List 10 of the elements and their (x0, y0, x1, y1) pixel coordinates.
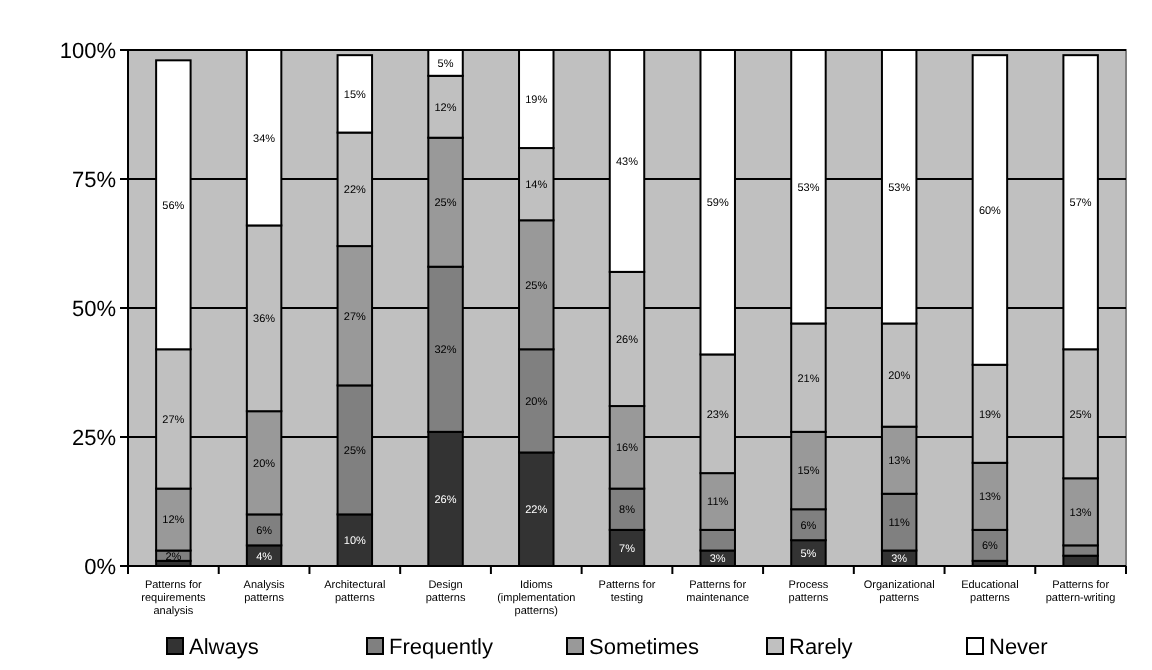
y-tick-label: 100% (59, 39, 117, 64)
y-tick-label: 25% (71, 426, 117, 451)
legend-label: Rarely (789, 635, 854, 660)
y-tick-label: 75% (71, 168, 117, 193)
legend-label: Never (989, 635, 1049, 660)
legend-label: Sometimes (589, 635, 701, 660)
y-tick-label: 50% (71, 297, 117, 322)
legend-label: Frequently (389, 635, 494, 660)
y-tick-label: 0% (84, 555, 117, 580)
legend-label: Always (189, 635, 260, 660)
